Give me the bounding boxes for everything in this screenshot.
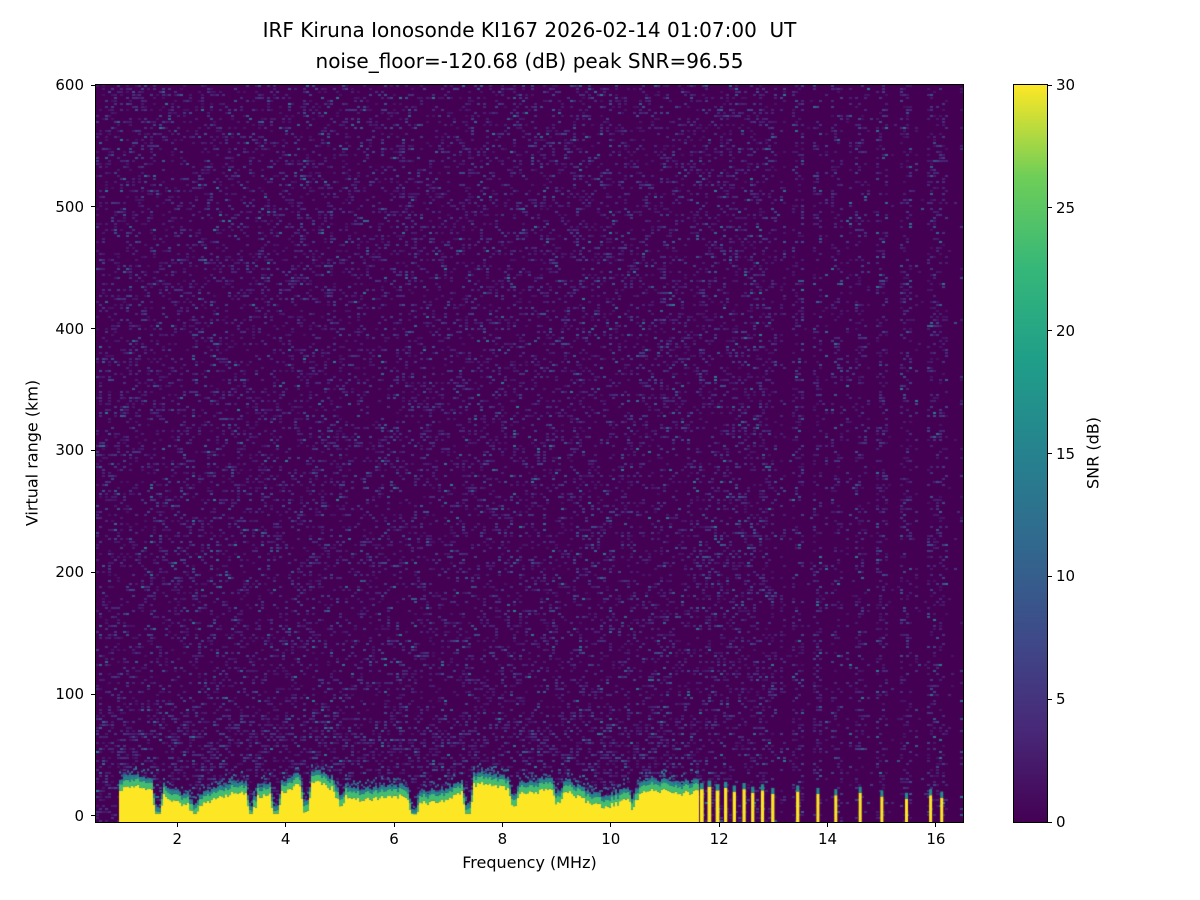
- y-tick-label: 200: [55, 563, 84, 582]
- x-tick-mark: [501, 823, 503, 827]
- colorbar-tick-mark: [1048, 575, 1052, 577]
- colorbar-tick-label: 15: [1056, 444, 1076, 463]
- y-tick-mark: [91, 328, 95, 330]
- x-tick-mark: [718, 823, 720, 827]
- y-tick-mark: [91, 815, 95, 817]
- plot-frame: [95, 84, 964, 823]
- colorbar-tick-label: 5: [1056, 690, 1066, 709]
- colorbar-gradient: [1014, 85, 1047, 822]
- colorbar-tick-mark: [1048, 84, 1052, 86]
- x-tick-label: 10: [601, 830, 621, 848]
- y-tick-label: 300: [55, 441, 84, 460]
- colorbar-tick-mark: [1048, 821, 1052, 823]
- colorbar-tick-label: 0: [1056, 813, 1066, 831]
- colorbar-tick-label: 10: [1056, 567, 1076, 586]
- x-axis-label: Frequency (MHz): [462, 853, 597, 872]
- y-tick-label: 0: [74, 806, 84, 825]
- x-tick-label: 2: [172, 830, 183, 848]
- x-tick-label: 4: [280, 830, 291, 848]
- x-tick-label: 12: [709, 830, 729, 848]
- colorbar: [1013, 84, 1048, 823]
- chart-title-line2: noise_floor=-120.68 (dB) peak SNR=96.55: [315, 49, 744, 73]
- y-tick-mark: [91, 84, 95, 86]
- x-tick-mark: [285, 823, 287, 827]
- chart-title-line1: IRF Kiruna Ionosonde KI167 2026-02-14 01…: [262, 18, 797, 42]
- colorbar-tick-mark: [1048, 330, 1052, 332]
- x-tick-mark: [393, 823, 395, 827]
- colorbar-tick-mark: [1048, 698, 1052, 700]
- y-tick-label: 600: [55, 76, 84, 94]
- colorbar-tick-label: 30: [1056, 76, 1076, 94]
- colorbar-tick-label: 25: [1056, 198, 1076, 217]
- x-tick-mark: [935, 823, 937, 827]
- x-tick-label: 16: [926, 830, 946, 848]
- y-tick-mark: [91, 693, 95, 695]
- y-tick-mark: [91, 206, 95, 208]
- x-tick-mark: [610, 823, 612, 827]
- y-tick-label: 400: [55, 319, 84, 338]
- x-tick-mark: [176, 823, 178, 827]
- x-tick-label: 14: [817, 830, 838, 848]
- x-tick-label: 6: [389, 830, 399, 848]
- ionogram-heatmap: [96, 85, 963, 822]
- colorbar-tick-mark: [1048, 207, 1052, 209]
- chart-title: IRF Kiruna Ionosonde KI167 2026-02-14 01…: [96, 15, 963, 77]
- colorbar-tick-label: 20: [1056, 321, 1076, 340]
- colorbar-tick-mark: [1048, 453, 1052, 454]
- y-tick-label: 500: [55, 197, 84, 216]
- y-tick-mark: [91, 449, 95, 451]
- y-tick-mark: [91, 571, 95, 573]
- x-tick-label: 8: [497, 830, 508, 848]
- y-tick-label: 100: [55, 685, 84, 704]
- x-tick-mark: [827, 823, 829, 827]
